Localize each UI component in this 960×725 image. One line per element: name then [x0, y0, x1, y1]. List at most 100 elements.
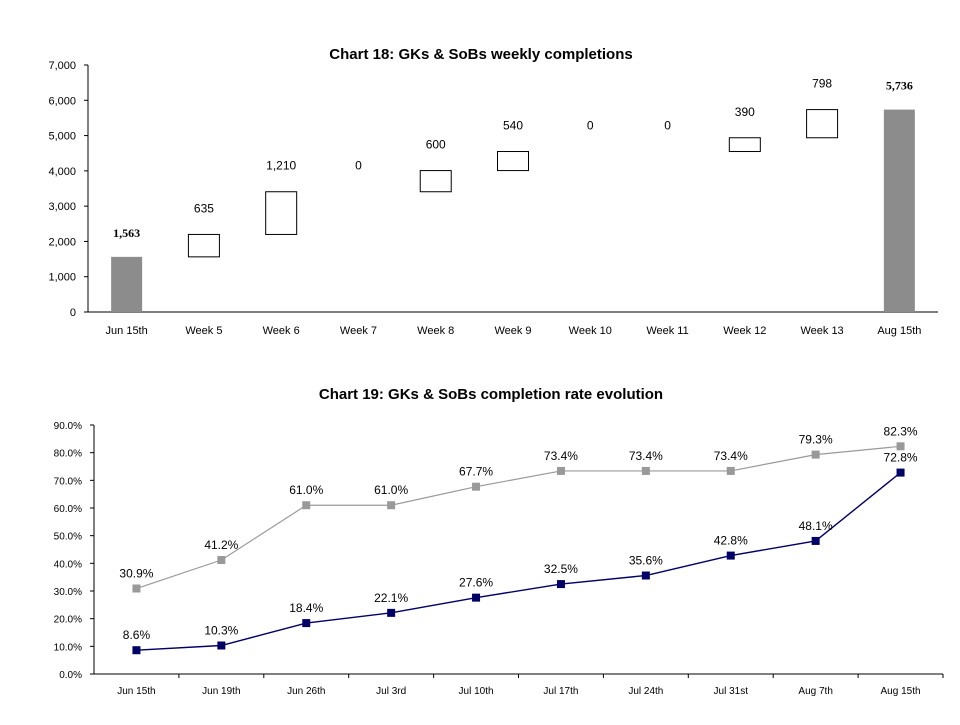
chart18-x-tick-label: Week 10 [569, 325, 612, 337]
chart19-x-tick-label: Jul 10th [459, 686, 494, 697]
chart19-series-1-data-label: 41.2% [204, 538, 238, 552]
chart19-series-2-marker [641, 571, 650, 580]
chart19-series-2-marker [896, 468, 905, 477]
chart18-data-label: 390 [735, 105, 755, 119]
chart18-y-tick-label: 1,000 [48, 272, 76, 284]
chart18-x-tick-label: Jun 15th [106, 325, 148, 337]
chart18-data-label: 0 [587, 119, 594, 133]
chart18-x-tick-label: Week 13 [800, 325, 843, 337]
chart19-x-tick-label: Jun 15th [117, 686, 155, 697]
chart18-data-label: 600 [426, 138, 446, 152]
chart19-series-1-data-label: 73.4% [714, 449, 748, 463]
chart19-series-1-data-label: 61.0% [374, 483, 408, 497]
chart19-y-tick-label: 70.0% [54, 476, 82, 487]
chart19-y-tick-label: 80.0% [54, 449, 82, 460]
chart19-series-2-data-label: 35.6% [629, 554, 663, 568]
chart19-series-1-marker [811, 450, 820, 459]
chart19-series-2-marker [217, 641, 226, 650]
chart19-series-1-marker [556, 466, 565, 475]
chart19-x-tick-label: Aug 15th [881, 686, 921, 697]
chart18-y-tick-label: 0 [70, 307, 76, 319]
chart19-series-2-data-label: 18.4% [289, 601, 323, 615]
chart19-series-1-data-label: 67.7% [459, 465, 493, 479]
chart19-y-tick-label: 50.0% [54, 532, 82, 543]
chart19-series-1-marker [302, 501, 311, 510]
chart19-x-tick-label: Jul 24th [628, 686, 663, 697]
chart19-series-2-data-label: 48.1% [799, 519, 833, 533]
chart19-series-1-data-label: 73.4% [544, 449, 578, 463]
chart18-x-tick-label: Week 5 [185, 325, 222, 337]
chart18-data-label: 0 [664, 119, 671, 133]
chart19-series-2-data-label: 22.1% [374, 591, 408, 605]
chart19-series-2-marker [556, 580, 565, 589]
chart19-y-tick-label: 30.0% [54, 587, 82, 598]
chart18-data-label: 1,210 [266, 159, 296, 173]
chart19-title: Chart 19: GKs & SoBs completion rate evo… [319, 386, 663, 403]
chart19-x-tick-label: Jul 31st [714, 686, 749, 697]
chart18-y-tick-label: 4,000 [48, 166, 76, 178]
chart18-x-tick-label: Week 12 [723, 325, 766, 337]
chart18-x-tick-label: Week 7 [340, 325, 377, 337]
chart19-y-tick-label: 0.0% [59, 670, 82, 681]
chart19-series-2-data-label: 42.8% [714, 534, 748, 548]
chart19-series-2-line [136, 472, 901, 651]
chart18-total-bar [111, 256, 143, 312]
chart19-x-tick-label: Jul 17th [543, 686, 578, 697]
chart19-series-2-data-label: 10.3% [204, 624, 238, 638]
chart19-y-tick-label: 60.0% [54, 504, 82, 515]
chart18-data-label: 540 [503, 119, 523, 133]
chart19-series-2-marker [387, 608, 396, 617]
chart19-y-tick-label: 10.0% [54, 642, 82, 653]
chart18-y-tick-label: 7,000 [48, 60, 76, 72]
chart19-x-tick-label: Aug 7th [798, 686, 832, 697]
chart18-x-tick-label: Week 6 [263, 325, 300, 337]
chart18-data-label: 635 [194, 201, 214, 215]
chart18-step-bar [187, 233, 220, 258]
chart18-y-tick-label: 5,000 [48, 131, 76, 143]
chart19-series-1-marker [726, 466, 735, 475]
chart19-series-1-marker [217, 556, 226, 565]
chart18-title: Chart 18: GKs & SoBs weekly completions [329, 46, 632, 63]
chart18-step-bar [806, 109, 839, 139]
chart19-series-2-data-label: 27.6% [459, 576, 493, 590]
chart19-series-2-marker [811, 536, 820, 545]
chart18-data-label: 5,736 [886, 79, 913, 93]
chart19-series-1-marker [641, 466, 650, 475]
chart19-x-tick-label: Jun 19th [202, 686, 240, 697]
chart19-x-tick-label: Jun 26th [287, 686, 325, 697]
chart18-data-label: 0 [355, 159, 362, 173]
chart18-total-bar [883, 109, 915, 313]
chart19-series-2-data-label: 8.6% [123, 628, 151, 642]
chart19-series-2-marker [302, 619, 311, 628]
chart18-y-tick-label: 2,000 [48, 236, 76, 248]
chart19-series-2-data-label: 32.5% [544, 562, 578, 576]
chart18-step-bar [419, 170, 452, 193]
chart18-y-tick-label: 3,000 [48, 201, 76, 213]
chart19-x-tick-label: Jul 3rd [376, 686, 406, 697]
chart19-y-tick-label: 40.0% [54, 559, 82, 570]
chart19-series-1-marker [472, 482, 481, 491]
chart19-series-2-marker [132, 646, 141, 655]
chart19-series-2-marker [726, 551, 735, 560]
chart18-x-tick-label: Week 9 [494, 325, 531, 337]
chart18-x-tick-label: Week 11 [646, 325, 688, 337]
chart19-series-1-line [136, 445, 901, 590]
chart18-step-bar [497, 151, 529, 172]
chart19-series-1-data-label: 30.9% [119, 567, 153, 581]
chart19-series-1-marker [896, 442, 905, 451]
chart19-series-1-marker [387, 501, 396, 510]
chart19-series-1-data-label: 73.4% [629, 449, 663, 463]
chart18-step-bar [728, 137, 761, 153]
chart18-x-tick-label: Aug 15th [877, 325, 921, 337]
chart18-x-tick-label: Week 8 [417, 325, 454, 337]
chart18-data-label: 1,563 [113, 226, 140, 240]
chart18-y-tick-label: 6,000 [48, 95, 76, 107]
chart19-series-1-data-label: 82.3% [884, 424, 918, 438]
chart19-series-2-data-label: 72.8% [884, 451, 918, 465]
chart18-data-label: 798 [812, 77, 832, 91]
chart19-series-1-marker [132, 584, 141, 593]
chart19-y-tick-label: 90.0% [54, 421, 82, 432]
chart19-series-1-data-label: 61.0% [289, 483, 323, 497]
